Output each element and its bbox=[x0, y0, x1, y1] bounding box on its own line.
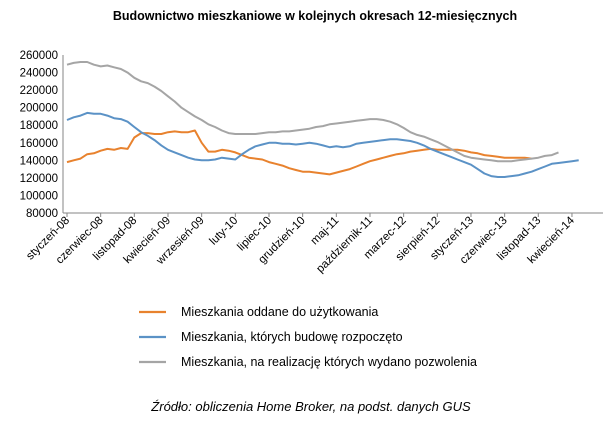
series-line-1 bbox=[66, 111, 579, 178]
y-tick-label: 160000 bbox=[20, 138, 58, 150]
y-tick-label: 260000 bbox=[20, 50, 58, 62]
y-tick-label: 180000 bbox=[20, 120, 58, 132]
series-line-0 bbox=[66, 129, 532, 176]
y-tick-labels: 80000 100000 120000 140000 160000 180000 20000… bbox=[20, 50, 58, 220]
y-axis: 80000 100000 120000 140000 160000 180000 20000… bbox=[20, 50, 64, 220]
x-axis: styczeń-08czerwiec-08listopad-08kwiecień… bbox=[24, 212, 603, 275]
legend-label-oddane: Mieszkania oddane do użytkowania bbox=[181, 305, 378, 319]
y-tick-label: 240000 bbox=[20, 68, 58, 80]
y-tick-label: 140000 bbox=[20, 155, 58, 167]
y-tick-label: 200000 bbox=[20, 103, 58, 115]
chart-source: Źródło: obliczenia Home Broker, na podst… bbox=[150, 399, 471, 414]
y-tick-label: 220000 bbox=[20, 85, 58, 97]
x-tick-label: luty-10 bbox=[208, 215, 241, 248]
x-tick-labels: styczeń-08czerwiec-08listopad-08kwiecień… bbox=[24, 213, 578, 275]
legend-label-rozpoczete: Mieszkania, których budowę rozpoczęto bbox=[181, 330, 403, 344]
legend-label-pozwolenia: Mieszkania, na realizację których wydano… bbox=[181, 355, 477, 369]
series-line-2 bbox=[66, 61, 559, 163]
y-tick-label: 100000 bbox=[20, 190, 58, 202]
y-tick-label: 120000 bbox=[20, 173, 58, 185]
chart-title: Budownictwo mieszkaniowe w kolejnych okr… bbox=[113, 9, 517, 23]
series-lines bbox=[66, 61, 579, 178]
legend: Mieszkania oddane do użytkowania Mieszka… bbox=[139, 305, 477, 369]
x-tick-label: maj-11 bbox=[309, 215, 342, 248]
y-tick-label: 80000 bbox=[26, 208, 58, 220]
